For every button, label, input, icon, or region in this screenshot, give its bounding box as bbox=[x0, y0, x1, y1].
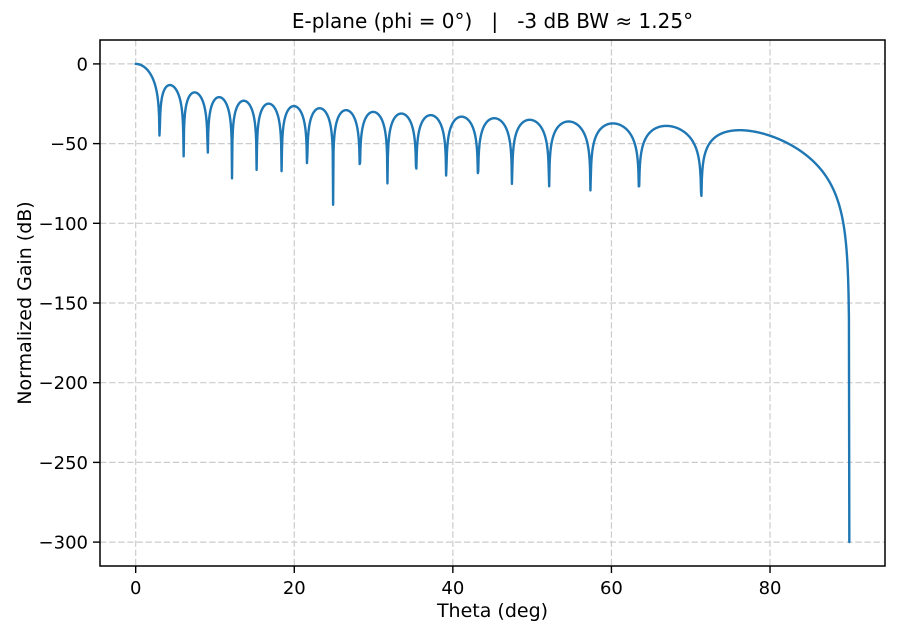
axis-tick-layer: 0 20 40 60 80 0 −50 −100 −150 −200 −250 −300 bbox=[39, 54, 782, 599]
series-layer bbox=[134, 62, 851, 544]
x-tick-label: 20 bbox=[283, 578, 306, 599]
y-tick-label: −100 bbox=[39, 214, 88, 235]
y-tick-label: −150 bbox=[39, 294, 88, 315]
y-axis-label: Normalized Gain (dB) bbox=[14, 201, 36, 404]
y-tick-label: −50 bbox=[50, 134, 88, 155]
plot-border bbox=[99, 39, 886, 567]
x-tick-label: 80 bbox=[759, 578, 782, 599]
chart-title: E-plane (phi = 0°) | -3 dB BW ≈ 1.25° bbox=[292, 9, 693, 33]
y-tick-label: −200 bbox=[39, 373, 88, 394]
x-tick-label: 0 bbox=[130, 578, 141, 599]
gain-curve bbox=[134, 62, 851, 544]
x-tick-label: 40 bbox=[441, 578, 464, 599]
x-tick-label: 60 bbox=[600, 578, 623, 599]
x-axis-label: Theta (deg) bbox=[436, 600, 548, 622]
y-tick-label: 0 bbox=[77, 54, 88, 75]
y-tick-label: −250 bbox=[39, 453, 88, 474]
y-tick-label: −300 bbox=[39, 533, 88, 554]
